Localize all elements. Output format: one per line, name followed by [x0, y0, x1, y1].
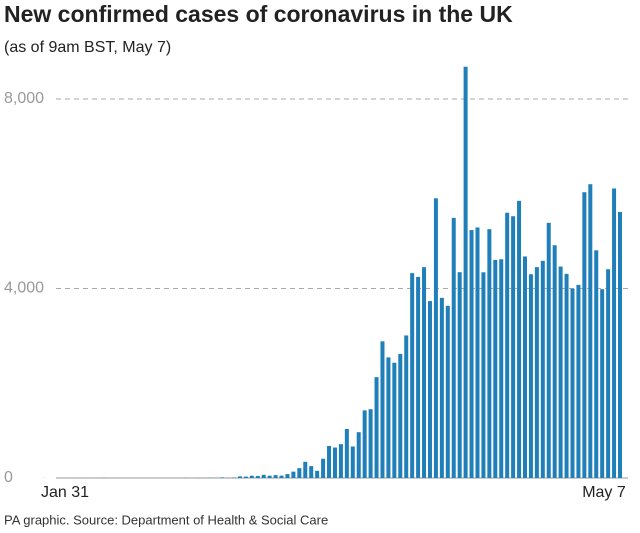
- bar: [297, 468, 302, 478]
- bar: [332, 447, 337, 478]
- chart-title: New confirmed cases of coronavirus in th…: [4, 1, 513, 27]
- bar: [487, 229, 492, 478]
- bar: [321, 458, 326, 478]
- bar: [255, 475, 260, 478]
- bar: [273, 475, 278, 478]
- bar: [594, 250, 599, 478]
- bar: [534, 267, 539, 478]
- x-tick-label: May 7: [582, 484, 626, 501]
- bar: [315, 470, 320, 478]
- bar: [356, 432, 361, 478]
- bar: [606, 269, 611, 478]
- bar: [344, 428, 349, 478]
- bar: [463, 66, 468, 479]
- bar: [404, 335, 409, 478]
- bar: [249, 475, 254, 478]
- y-tick-label: 8,000: [4, 90, 44, 107]
- bar: [618, 212, 622, 478]
- bar: [267, 475, 272, 478]
- bar: [338, 444, 343, 478]
- bar: [285, 474, 290, 478]
- bar: [416, 276, 421, 478]
- bar: [309, 466, 314, 478]
- bar: [540, 260, 545, 478]
- bar: [475, 227, 480, 478]
- bar: [232, 477, 237, 478]
- bar: [600, 289, 605, 478]
- chart-subtitle: (as of 9am BST, May 7): [4, 39, 171, 56]
- bar: [410, 273, 415, 478]
- bar: [457, 272, 462, 478]
- bar: [303, 461, 308, 478]
- y-tick-label: 4,000: [4, 280, 44, 297]
- bar: [362, 410, 367, 478]
- bar: [582, 192, 587, 479]
- bar: [564, 273, 569, 478]
- bar: [511, 216, 516, 478]
- bar: [327, 445, 332, 478]
- bar: [528, 274, 533, 478]
- bar: [433, 198, 438, 478]
- x-tick-label: Jan 31: [41, 484, 89, 501]
- bar: [612, 188, 617, 478]
- bar: [576, 284, 581, 478]
- bar: [392, 362, 397, 478]
- bar: [279, 475, 284, 478]
- bar: [546, 222, 551, 478]
- bar: [398, 353, 403, 478]
- bar: [291, 471, 296, 478]
- bar: [570, 288, 575, 478]
- bar: [445, 305, 450, 478]
- bar: [481, 272, 486, 478]
- bar: [350, 446, 355, 478]
- bar: [493, 259, 498, 478]
- y-tick-label: 0: [4, 469, 13, 486]
- bar: [517, 200, 522, 478]
- bar: [380, 341, 385, 478]
- bar: [558, 266, 563, 478]
- bar: [505, 212, 510, 479]
- bar: [422, 267, 427, 478]
- bar: [522, 256, 527, 478]
- bar: [243, 476, 248, 478]
- bar: [237, 476, 242, 478]
- bar: [368, 409, 373, 478]
- bar: [427, 301, 432, 478]
- bar: [451, 217, 456, 478]
- bar: [220, 477, 225, 478]
- bar: [588, 184, 593, 479]
- source-note: PA graphic. Source: Department of Health…: [4, 512, 328, 527]
- bar: [261, 474, 266, 478]
- bar: [552, 245, 557, 478]
- bar: [374, 377, 379, 478]
- bar: [499, 259, 504, 478]
- bar: [439, 297, 444, 478]
- bar: [469, 230, 474, 478]
- bar: [386, 357, 391, 478]
